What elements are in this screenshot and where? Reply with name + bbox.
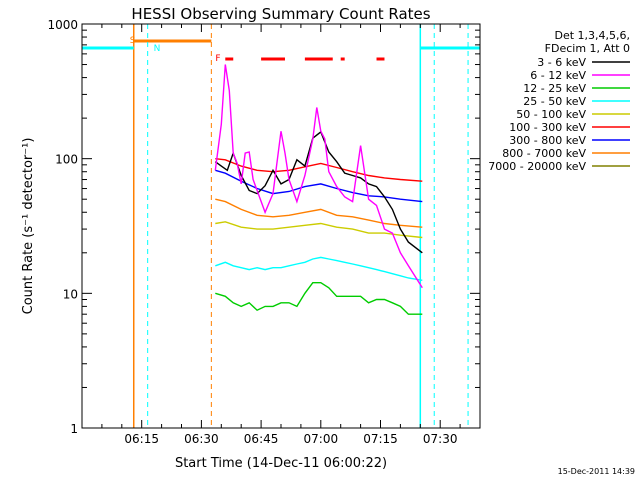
legend-label-7: 800 - 7000 keV [502, 147, 586, 160]
x-axis-label: Start Time (14-Dec-11 06:00:22) [175, 456, 387, 471]
legend: Det 1,3,4,5,6, FDecim 1, Att 0 3 - 6 keV… [488, 29, 630, 173]
x-tick-label: 06:45 [244, 432, 279, 446]
series-line-2 [215, 282, 423, 315]
y-tick-label: 100 [55, 153, 78, 167]
series-line-3 [215, 256, 423, 281]
legend-label-4: 50 - 100 keV [516, 108, 586, 121]
y-tick-label: 1 [70, 422, 78, 436]
series-line-4 [215, 221, 423, 239]
y-tick-label: 1000 [47, 18, 78, 32]
y-axis-label: Count Rate (s⁻¹ detector⁻¹) [21, 138, 36, 315]
axes: 06:15 06:30 06:45 07:00 07:15 07:30 1 10 100 1000 [47, 18, 481, 446]
annotation-s: S [130, 36, 136, 46]
legend-label-0: 3 - 6 keV [537, 56, 586, 69]
annotation-n: N [154, 44, 161, 54]
legend-label-1: 6 - 12 keV [530, 69, 586, 82]
legend-label-5: 100 - 300 keV [509, 121, 586, 134]
x-tick-label: 06:15 [124, 432, 159, 446]
y-tick-label: 10 [63, 287, 78, 301]
legend-label-2: 12 - 25 keV [523, 82, 586, 95]
x-tick-label: 07:30 [423, 432, 458, 446]
series-line-5 [215, 158, 423, 182]
series-line-1 [214, 64, 423, 289]
x-tick-label: 06:30 [184, 432, 219, 446]
chart-title: HESSI Observing Summary Count Rates [131, 5, 430, 23]
legend-label-6: 300 - 800 keV [509, 134, 586, 147]
timestamp: 15-Dec-2011 14:39 [558, 467, 635, 476]
x-tick-label: 07:15 [363, 432, 398, 446]
legend-header-line-1: Det 1,3,4,5,6, [554, 29, 630, 42]
annotation-f: F [215, 54, 220, 64]
series-line-7 [215, 198, 423, 228]
legend-label-3: 25 - 50 keV [523, 95, 586, 108]
plot-content: S N F [82, 24, 480, 428]
legend-label-8: 7000 - 20000 keV [488, 160, 586, 173]
x-tick-label: 07:00 [304, 432, 339, 446]
series-line-6 [215, 169, 423, 203]
legend-header-line-2: FDecim 1, Att 0 [545, 42, 630, 55]
